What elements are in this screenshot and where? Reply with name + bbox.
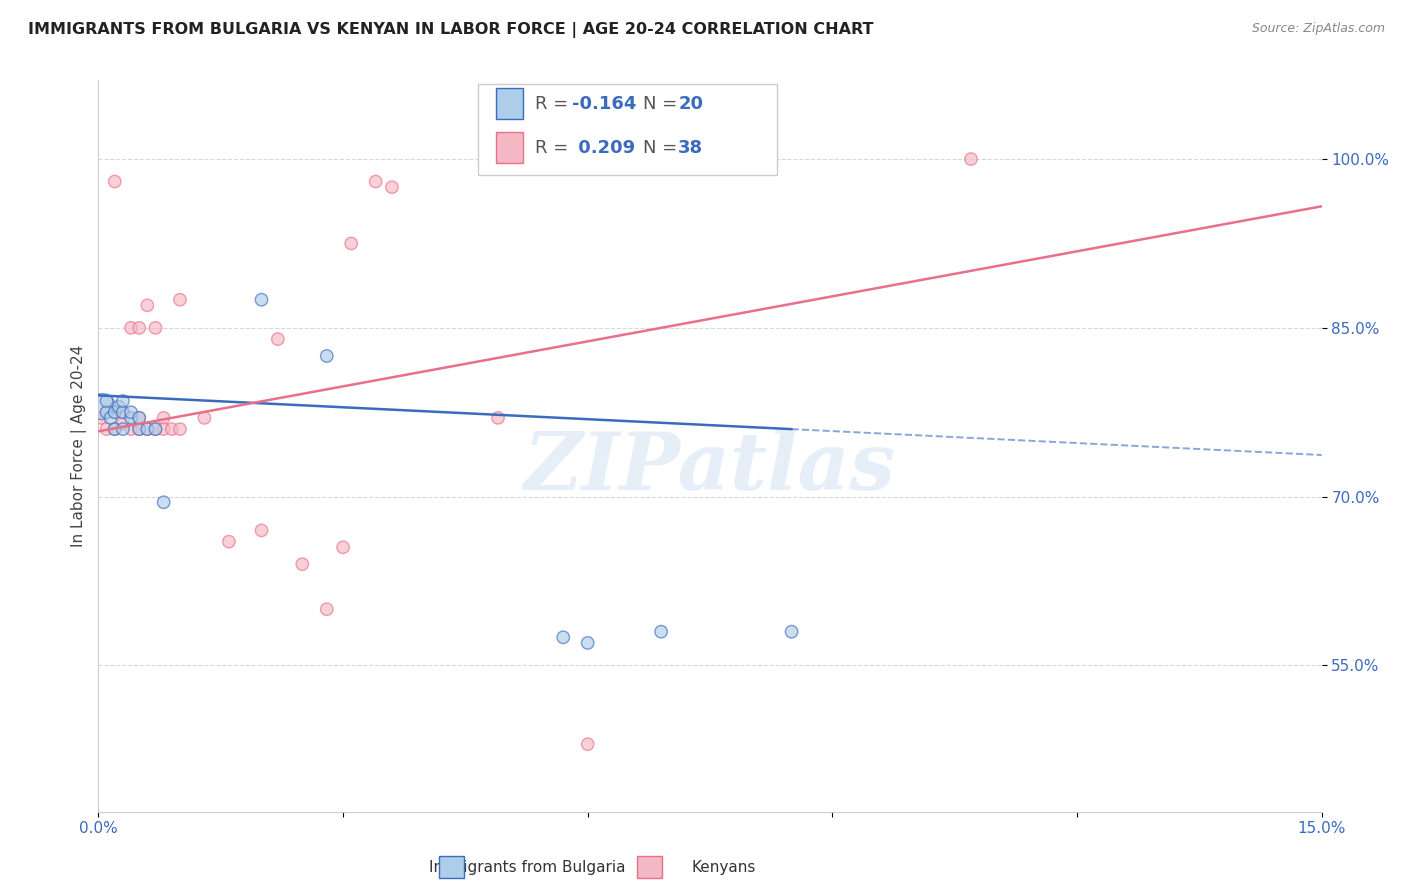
Point (111, 394, 134, 409)
Point (780, 624, 803, 639)
Text: 0.209: 0.209 (572, 139, 636, 157)
Point (576, 636, 599, 650)
Point (120, 321, 142, 335)
Point (145, 321, 167, 335)
Point (104, 405, 127, 419)
Point (108, 400, 131, 414)
Point (169, 293, 191, 307)
Text: Kenyans: Kenyans (692, 860, 756, 874)
Text: N =: N = (643, 95, 683, 113)
Point (128, 410, 150, 425)
FancyBboxPatch shape (496, 132, 523, 162)
Point (145, 422, 167, 436)
Point (128, 422, 150, 436)
Point (128, 321, 150, 335)
Point (650, 624, 672, 639)
Point (111, 405, 134, 419)
Point (136, 298, 159, 312)
Point (111, 405, 134, 419)
Point (96, 394, 118, 409)
Point (169, 422, 191, 436)
Text: R =: R = (536, 95, 574, 113)
Point (250, 293, 273, 307)
Point (315, 349, 337, 363)
Point (381, 180, 404, 194)
Point (136, 422, 159, 436)
Text: -0.164: -0.164 (572, 95, 636, 113)
Point (96, 405, 118, 419)
Point (104, 405, 127, 419)
Point (111, 417, 134, 431)
Point (315, 602, 337, 616)
Text: 38: 38 (678, 139, 703, 157)
Point (111, 422, 134, 436)
Point (250, 524, 273, 538)
Point (104, 175, 127, 189)
Point (193, 410, 215, 425)
Point (576, 737, 599, 751)
Point (553, 630, 575, 644)
Point (152, 422, 174, 436)
Text: 20: 20 (678, 95, 703, 113)
Point (152, 495, 174, 509)
Point (104, 422, 127, 436)
Point (332, 541, 354, 555)
Point (100, 410, 122, 425)
Point (267, 332, 290, 346)
Text: Source: ZipAtlas.com: Source: ZipAtlas.com (1251, 22, 1385, 36)
Point (340, 236, 363, 251)
Point (91, 400, 114, 414)
Point (104, 422, 127, 436)
FancyBboxPatch shape (496, 88, 523, 119)
Point (145, 422, 167, 436)
FancyBboxPatch shape (478, 84, 778, 176)
Y-axis label: In Labor Force | Age 20-24: In Labor Force | Age 20-24 (72, 345, 87, 547)
Point (291, 557, 314, 571)
Point (218, 534, 240, 549)
Text: Immigrants from Bulgaria: Immigrants from Bulgaria (429, 860, 626, 874)
Text: N =: N = (643, 139, 683, 157)
Point (152, 410, 174, 425)
Point (128, 410, 150, 425)
Point (136, 422, 159, 436)
Point (96, 405, 118, 419)
Point (90, 410, 112, 425)
Text: R =: R = (536, 139, 574, 157)
Point (120, 410, 142, 425)
Point (364, 175, 387, 189)
Point (120, 422, 142, 436)
Point (486, 410, 509, 425)
Point (96, 422, 118, 436)
Point (120, 405, 142, 419)
Point (128, 422, 150, 436)
Point (960, 152, 983, 166)
Point (160, 422, 183, 436)
Text: ZIPatlas: ZIPatlas (524, 429, 896, 507)
Text: IMMIGRANTS FROM BULGARIA VS KENYAN IN LABOR FORCE | AGE 20-24 CORRELATION CHART: IMMIGRANTS FROM BULGARIA VS KENYAN IN LA… (28, 22, 873, 38)
